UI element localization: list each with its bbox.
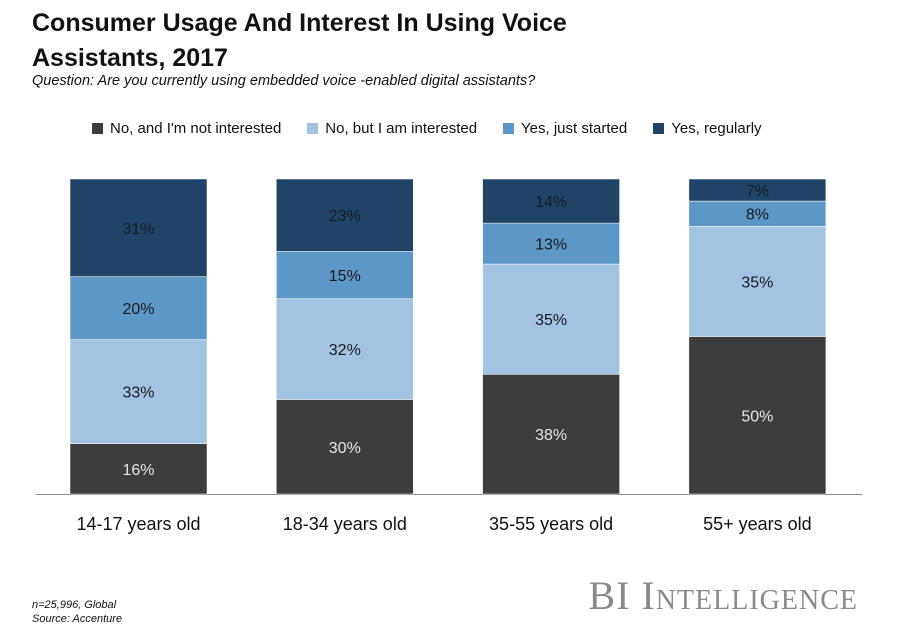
data-label-1-0: 30%: [329, 440, 361, 457]
bar-segment-3-1: [688, 226, 827, 337]
data-label-2-2: 13%: [535, 237, 567, 254]
stacked-bar-chart: 16% 33% 20% 31% 14-17 years old 30% 32% 15% 23% 1…: [36, 178, 862, 534]
bar-segment-0-1: [69, 339, 208, 444]
data-label-3-3: 7%: [746, 183, 769, 200]
footnote-sample: n=25,996, Global: [32, 599, 117, 611]
data-label-3-0: 50%: [741, 408, 773, 425]
data-label-3-1: 35%: [741, 274, 773, 291]
bar-segment-0-3: [69, 178, 208, 277]
data-label-2-3: 14%: [535, 194, 567, 211]
legend-swatch-regularly: [653, 123, 665, 134]
footnote-source: Source: Accenture: [32, 613, 123, 625]
category-label-1: 18-34 years old: [283, 514, 407, 534]
bar-segment-3-0: [688, 336, 827, 495]
bar-segment-2-0: [482, 374, 620, 495]
category-label-2: 35-55 years old: [489, 514, 613, 534]
data-label-1-1: 32%: [329, 342, 361, 359]
legend-label-just-started: Yes, just started: [521, 120, 628, 137]
bar-segment-1-3: [276, 178, 414, 252]
category-label-3: 55+ years old: [703, 514, 812, 534]
data-label-0-2: 20%: [122, 301, 154, 318]
chart-title: Consumer Usage And Interest In Using Voi…: [32, 9, 567, 72]
bar-segment-1-2: [276, 251, 414, 299]
legend-swatch-not-interested: [92, 123, 103, 134]
legend-item-interested: No, but I am interested: [307, 120, 477, 137]
data-label-1-2: 15%: [329, 268, 361, 285]
legend: No, and I'm not interested No, but I am …: [92, 120, 788, 137]
brand-logo: BI Intelligence: [588, 573, 858, 618]
data-label-0-3: 31%: [122, 221, 154, 238]
data-label-3-2: 8%: [746, 207, 769, 224]
chart-subtitle: Question: Are you currently using embedd…: [32, 73, 536, 89]
legend-item-not-interested: No, and I'm not interested: [92, 120, 281, 137]
data-label-0-0: 16%: [122, 462, 154, 479]
bar-segment-2-3: [482, 178, 620, 224]
data-label-2-1: 35%: [535, 312, 567, 329]
legend-label-regularly: Yes, regularly: [671, 120, 762, 137]
data-label-1-3: 23%: [329, 208, 361, 225]
bar-segment-3-2: [688, 200, 827, 227]
legend-label-interested: No, but I am interested: [325, 120, 478, 137]
bar-segment-0-2: [69, 276, 208, 340]
legend-item-regularly: Yes, regularly: [653, 120, 762, 137]
bar-segment-2-2: [482, 222, 620, 265]
legend-label-not-interested: No, and I'm not interested: [110, 120, 282, 137]
bar-segment-3-3: [688, 178, 827, 202]
bar-segment-0-0: [69, 443, 208, 495]
data-label-2-0: 38%: [535, 427, 567, 444]
bar-segment-2-1: [482, 263, 620, 375]
bar-segment-1-1: [276, 298, 414, 400]
legend-item-just-started: Yes, just started: [503, 120, 627, 137]
data-label-0-1: 33%: [122, 385, 154, 402]
category-label-0: 14-17 years old: [76, 514, 200, 534]
legend-swatch-just-started: [503, 123, 515, 134]
footnote: n=25,996, Global Source: Accenture: [32, 598, 122, 626]
legend-swatch-interested: [307, 123, 319, 134]
